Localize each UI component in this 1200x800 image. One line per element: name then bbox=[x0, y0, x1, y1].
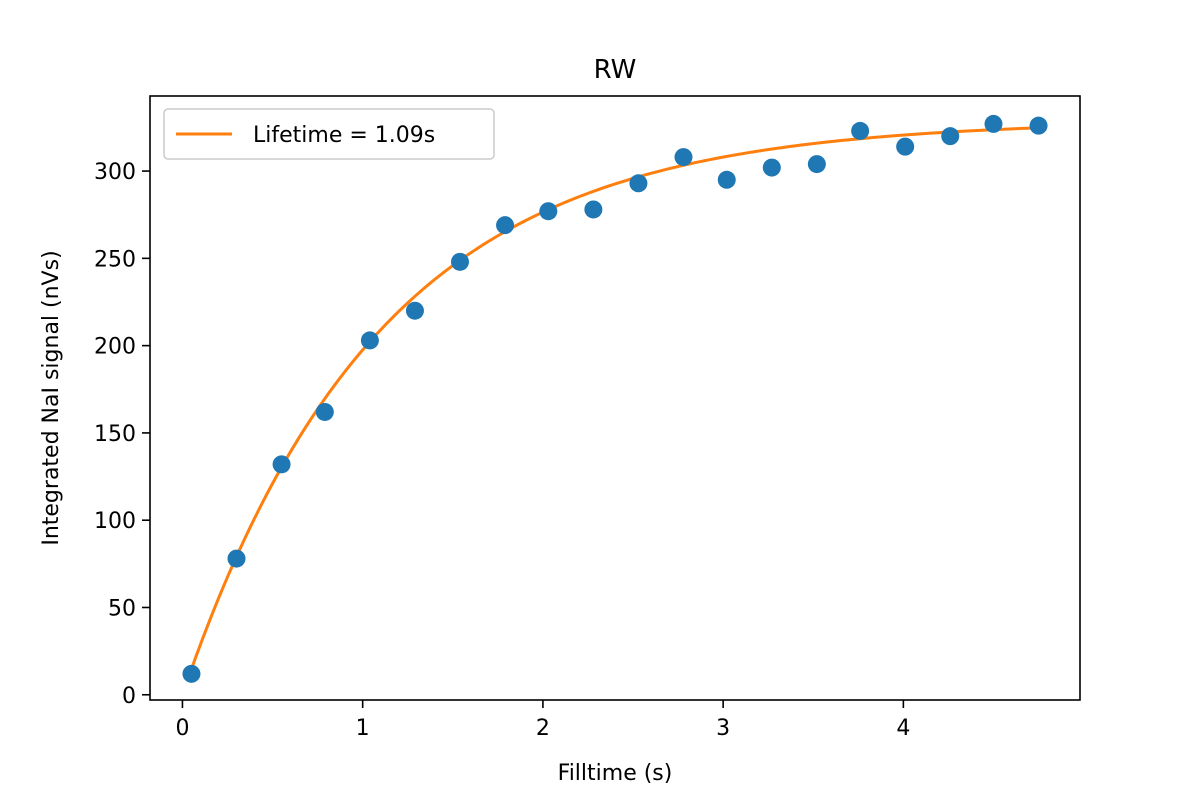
y-tick-label: 300 bbox=[94, 160, 136, 185]
y-tick-label: 150 bbox=[94, 422, 136, 447]
x-axis-label: Filltime (s) bbox=[558, 761, 673, 786]
x-axis: 0 1 2 3 4 bbox=[175, 700, 910, 741]
data-point bbox=[227, 549, 246, 568]
data-point bbox=[451, 252, 469, 271]
data-point bbox=[496, 216, 515, 235]
y-tick-label: 200 bbox=[94, 335, 136, 360]
data-point bbox=[584, 200, 603, 219]
x-tick-label: 1 bbox=[356, 716, 370, 741]
x-tick-label: 2 bbox=[536, 716, 550, 741]
data-point bbox=[941, 127, 960, 146]
y-tick-label: 100 bbox=[94, 509, 136, 534]
data-point bbox=[896, 137, 915, 156]
legend-box bbox=[163, 108, 495, 160]
y-tick-label: 50 bbox=[108, 596, 136, 621]
y-axis-label: Integrated NaI signal (nVs) bbox=[39, 250, 64, 545]
data-point bbox=[272, 455, 291, 474]
data-point bbox=[629, 174, 648, 193]
data-point bbox=[807, 155, 826, 174]
data-point bbox=[539, 202, 558, 221]
y-tick-label: 250 bbox=[94, 247, 136, 272]
chart-title: RW bbox=[594, 55, 637, 85]
data-point bbox=[405, 301, 424, 320]
data-point bbox=[984, 114, 1003, 133]
data-point bbox=[674, 148, 693, 167]
x-tick-label: 4 bbox=[896, 716, 910, 741]
plot-frame bbox=[149, 95, 1081, 701]
data-point bbox=[182, 664, 201, 683]
data-point bbox=[762, 158, 781, 177]
x-tick-label: 3 bbox=[716, 716, 730, 741]
legend-label: Lifetime = 1.09s bbox=[253, 123, 435, 148]
data-point bbox=[360, 331, 379, 350]
y-tick-label: 0 bbox=[122, 684, 136, 709]
data-point bbox=[851, 121, 870, 140]
y-axis: 0 50 100 150 200 250 300 bbox=[94, 160, 150, 709]
data-point bbox=[717, 170, 736, 189]
plot-area bbox=[182, 114, 1048, 683]
fit-line bbox=[190, 126, 1039, 670]
data-point bbox=[315, 402, 334, 421]
data-point bbox=[1029, 116, 1048, 135]
legend: Lifetime = 1.09s bbox=[163, 108, 495, 160]
x-tick-label: 0 bbox=[175, 716, 189, 741]
